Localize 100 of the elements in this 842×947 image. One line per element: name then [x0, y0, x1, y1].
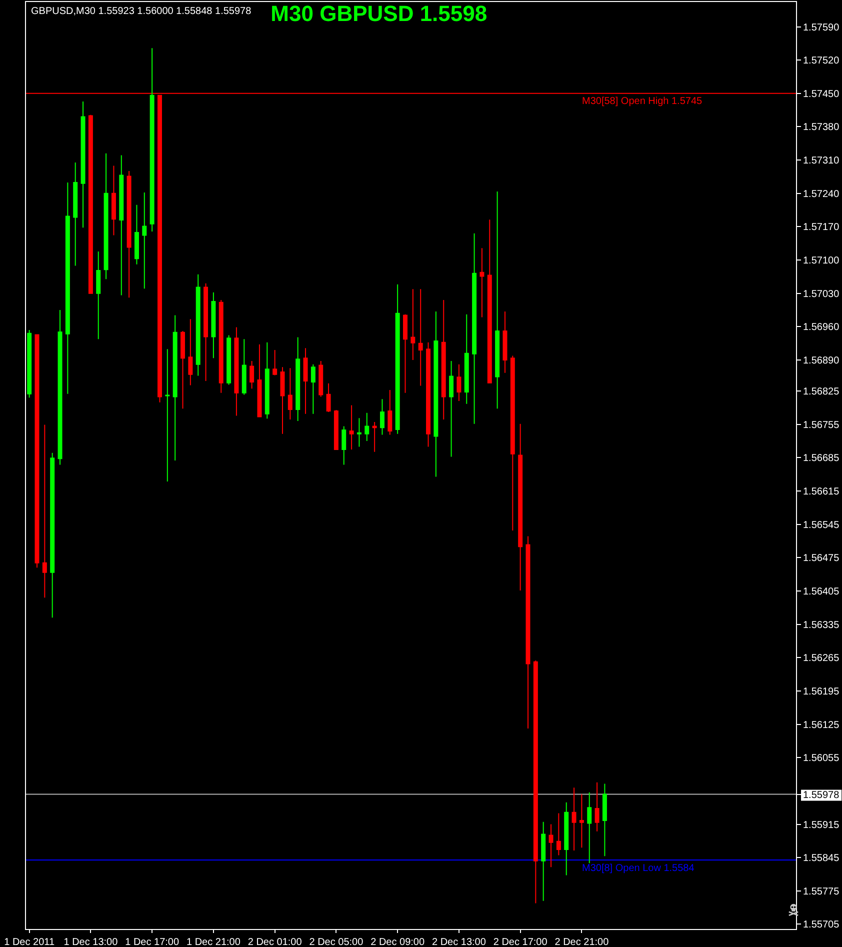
candlestick [96, 250, 101, 340]
candlestick [80, 101, 86, 228]
candlestick [104, 152, 108, 280]
candlestick [88, 114, 93, 294]
y-tick-label: 1.57380 [803, 122, 840, 134]
candlestick [594, 782, 600, 832]
y-tick-label: 1.55775 [803, 886, 840, 898]
candlestick [572, 787, 576, 851]
candlestick [380, 398, 384, 436]
candlestick [456, 364, 462, 402]
candlestick [579, 794, 584, 848]
candlestick [541, 821, 546, 902]
y-tick-label: 1.56825 [803, 386, 840, 398]
y-tick-label: 1.56615 [803, 486, 840, 498]
candlestick [126, 170, 132, 298]
candlestick [172, 314, 178, 461]
y-tick-label: 1.57100 [803, 256, 840, 267]
candlestick [602, 783, 607, 857]
candlestick [65, 182, 70, 394]
candlestick [441, 300, 446, 420]
y-tick-label: 1.56265 [803, 653, 840, 664]
y-tick-label: 1.57450 [803, 88, 840, 100]
y-tick-label: 1.56125 [803, 720, 840, 731]
candlestick [134, 204, 139, 265]
candlestick [188, 318, 193, 386]
candlestick [449, 360, 454, 458]
candlestick [518, 423, 523, 591]
candlestick [142, 192, 147, 290]
y-tick-label: 1.57030 [803, 288, 840, 300]
candlestick [303, 348, 308, 414]
x-tick-label: 1 Dec 2011 [4, 937, 55, 947]
x-tick-label: 2 Dec 17:00 [493, 937, 548, 947]
y-tick-label: 1.57520 [803, 56, 840, 67]
y-tick-label: 1.56960 [803, 322, 840, 334]
y-tick-label: 1.57310 [803, 156, 840, 167]
x-tick-label: 1 Dec 13:00 [64, 937, 118, 947]
y-tick-label: 1.56890 [803, 356, 840, 367]
candlestick [464, 314, 469, 404]
y-tick-label: 1.56405 [803, 586, 840, 598]
candlestick [165, 348, 170, 482]
chart-title: M30 GBPUSD 1.5598 [270, 1, 488, 26]
candlestick [495, 190, 500, 410]
x-tick-label: 2 Dec 01:00 [248, 937, 302, 947]
candlestick [226, 334, 232, 386]
candlestick [296, 336, 300, 422]
candlestick [27, 330, 32, 398]
y-tick-label: 1.56545 [803, 520, 840, 531]
y-tick-label: 1.56335 [803, 620, 840, 631]
y-tick-label: 1.57240 [803, 188, 840, 200]
candlestick [73, 162, 78, 266]
candlestick [548, 824, 554, 868]
y-tick-label: 1.55705 [803, 920, 840, 931]
x-tick-label: 1 Dec 21:00 [186, 937, 241, 947]
candlestick [510, 355, 515, 531]
y-tick-label: 1.55845 [803, 853, 840, 864]
candlestick [587, 792, 592, 864]
candlestick [250, 360, 254, 390]
candlestick [395, 284, 400, 434]
x-tick-label: 2 Dec 05:00 [309, 937, 364, 947]
candlestick [472, 232, 477, 424]
candlestick [211, 292, 216, 359]
x-tick-label: 2 Dec 21:00 [554, 937, 610, 947]
annotation: GBPUSD,M30 1.55923 1.56000 1.55848 1.55978 [31, 6, 252, 17]
candlestick [403, 314, 408, 394]
candlestick [526, 536, 530, 730]
x-tick-label: 2 Dec 09:00 [370, 937, 425, 947]
candlestick [334, 410, 338, 450]
candlestick [426, 342, 431, 448]
candlestick [310, 364, 316, 414]
candlestick [556, 812, 561, 856]
candlestick [342, 426, 346, 466]
candlestick [356, 418, 362, 448]
candlestick [372, 421, 377, 452]
y-tick-label: 1.55915 [803, 820, 840, 831]
candlestick [364, 412, 370, 442]
candlestick [180, 330, 186, 410]
y-tick-label: 1.57170 [803, 222, 840, 234]
candlestick [150, 48, 154, 232]
candlestick [434, 310, 438, 478]
candlestick [58, 310, 62, 466]
candlestick [480, 248, 484, 318]
candlestick [272, 350, 278, 376]
candlestick [388, 390, 392, 436]
candlestick [533, 660, 538, 904]
y-tick-label: 1.57590 [803, 22, 840, 34]
candlestick [564, 802, 569, 876]
candlestick [410, 288, 416, 361]
candlestick [204, 282, 208, 382]
y-tick-label: 1.56755 [803, 420, 840, 431]
candlestick [119, 154, 124, 296]
y-tick-label: 1.56055 [803, 753, 840, 764]
candlestick [502, 310, 508, 374]
candlestick [218, 300, 224, 394]
x-tick-label: 1 Dec 17:00 [125, 937, 180, 947]
y-tick-label: 1.56475 [803, 553, 840, 564]
candlestick [242, 338, 246, 396]
candlestick [234, 326, 239, 416]
candlestick [326, 382, 331, 412]
candlestick [280, 366, 285, 434]
ref-line-label: M30[8] Open Low 1.5584 [582, 863, 695, 874]
